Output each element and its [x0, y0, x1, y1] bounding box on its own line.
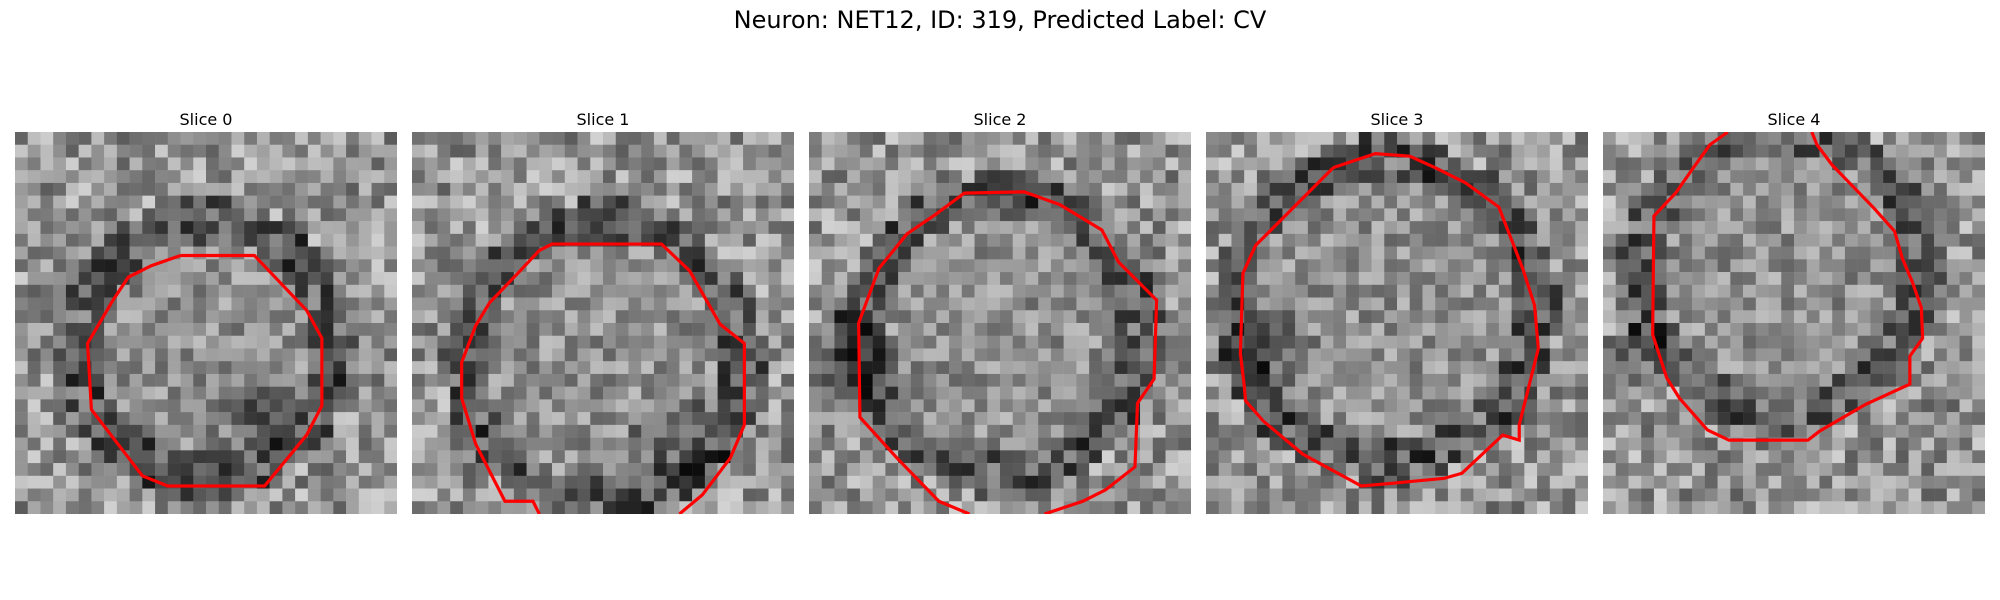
slice-image — [1603, 132, 1985, 514]
slice-title: Slice 3 — [1370, 110, 1424, 129]
slice-image — [809, 132, 1191, 514]
slice-image — [15, 132, 397, 514]
segmentation-contour — [1238, 152, 1540, 488]
slice-image — [412, 132, 794, 514]
slice-panel-0: Slice 0 — [15, 108, 397, 514]
slice-panel-2: Slice 2 — [809, 108, 1191, 514]
slice-panel-1: Slice 1 — [412, 108, 794, 514]
slice-title: Slice 4 — [1767, 110, 1821, 129]
slice-title: Slice 2 — [973, 110, 1027, 129]
slice-title: Slice 0 — [179, 110, 233, 129]
segmentation-contour — [857, 190, 1159, 514]
slice-panel-3: Slice 3 — [1206, 108, 1588, 514]
slice-title: Slice 1 — [576, 110, 630, 129]
segmentation-contour — [85, 253, 324, 488]
figure-title: Neuron: NET12, ID: 319, Predicted Label:… — [733, 6, 1267, 34]
slice-image — [1206, 132, 1588, 514]
segmentation-contour — [1651, 132, 1925, 442]
segmentation-contour — [460, 242, 746, 514]
slice-panel-4: Slice 4 — [1603, 108, 1985, 514]
